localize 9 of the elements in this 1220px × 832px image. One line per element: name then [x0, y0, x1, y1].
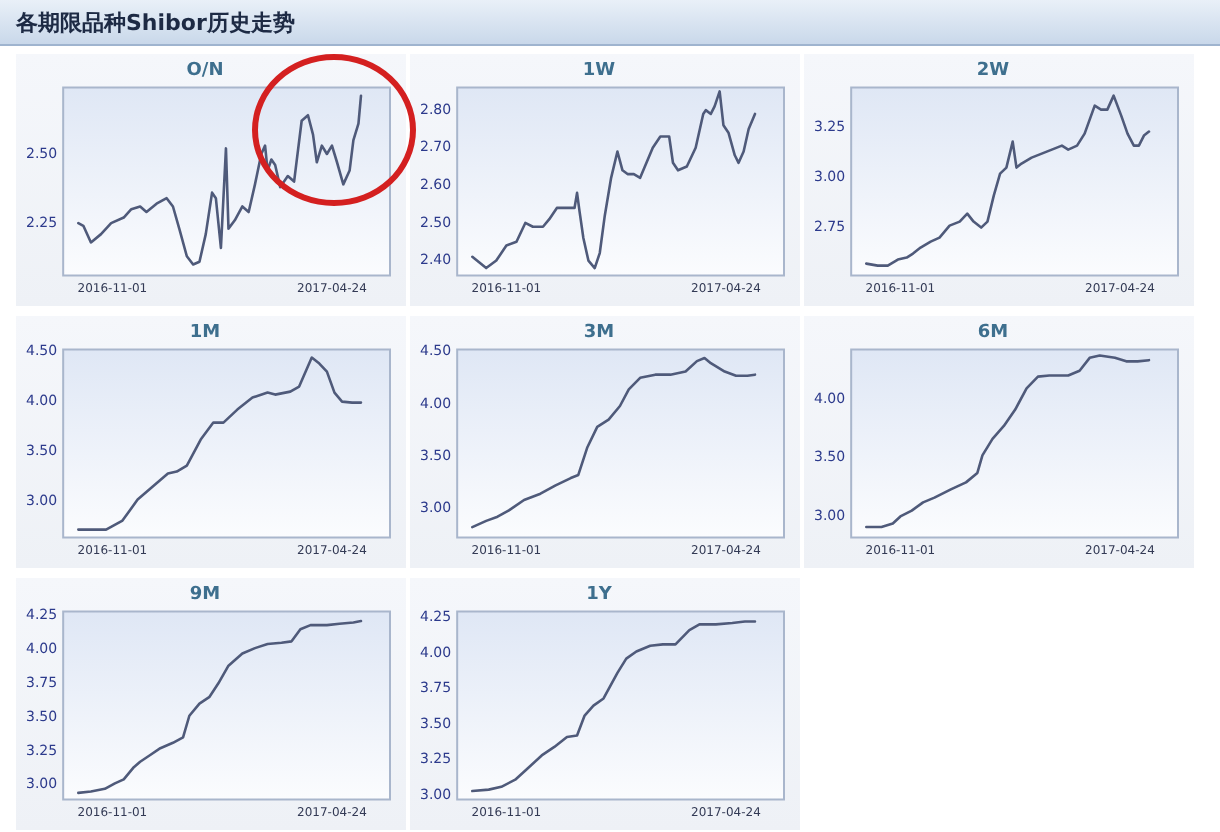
chart-title: 6M — [977, 323, 1009, 344]
chart-title: O/N — [186, 61, 224, 82]
chart-title: 2W — [976, 61, 1010, 82]
text: 各期限品种Shibor历史走势 — [16, 8, 295, 38]
chart-title: 1Y — [586, 585, 613, 606]
chart-title: 1W — [582, 61, 616, 82]
chart-title: 1M — [189, 323, 221, 344]
chart-title: 3M — [583, 323, 615, 344]
chart-title: 9M — [189, 585, 221, 606]
